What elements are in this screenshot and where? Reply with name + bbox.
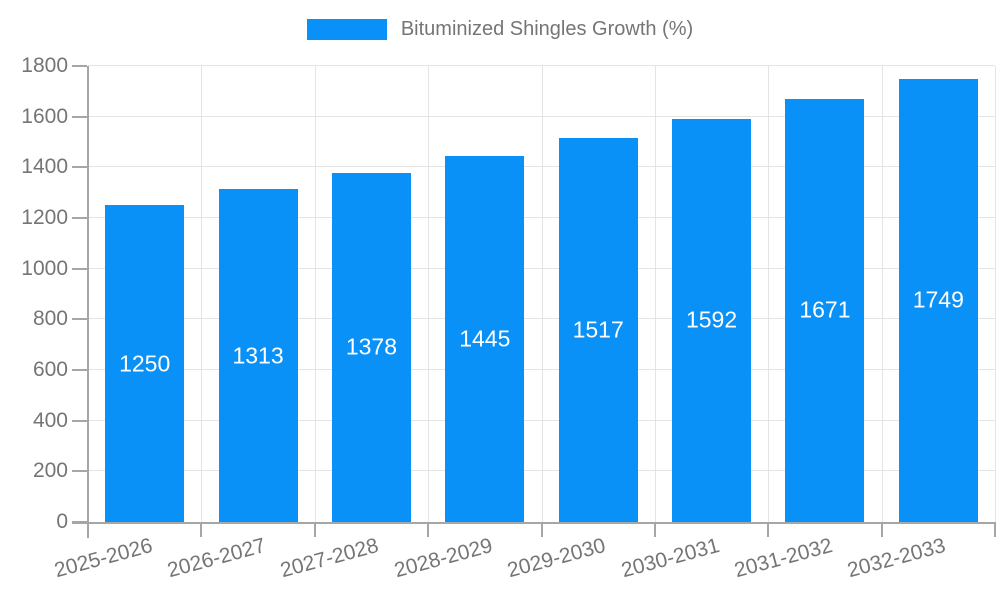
y-tick (72, 318, 87, 321)
x-gridline (654, 66, 656, 522)
y-tick-label: 1400 (21, 155, 68, 179)
bar[interactable] (445, 155, 525, 522)
plot-area: 1250 1313 1378 1445 1517 1592 1671 1749 (72, 65, 996, 538)
y-tick (72, 369, 87, 371)
x-tick (200, 522, 203, 537)
bar-value-label: 1250 (119, 350, 171, 377)
y-tick-label: 200 (32, 459, 68, 483)
bar-value-label: 1378 (345, 333, 398, 360)
y-tick (72, 217, 87, 219)
y-tick-label: 1200 (21, 206, 68, 229)
bar-value-label: 1671 (799, 296, 851, 323)
bar-value-label: 1749 (912, 286, 964, 313)
bar-value-label: 1592 (685, 306, 738, 333)
y-axis-line (87, 66, 89, 538)
y-tick-label: 1600 (21, 104, 68, 128)
bar[interactable] (898, 78, 978, 522)
x-tick (313, 522, 316, 537)
x-gridline (768, 66, 770, 522)
x-gridline (428, 66, 430, 522)
y-tick-label: 0 (56, 510, 68, 533)
y-tick (72, 267, 87, 270)
y-tick (72, 166, 87, 169)
y-tick-label: 600 (32, 358, 68, 381)
bar-value-label: 1313 (232, 342, 284, 369)
bar[interactable] (105, 205, 185, 522)
y-tick-label: 800 (32, 307, 68, 331)
legend-swatch (306, 19, 387, 40)
bar[interactable] (218, 189, 298, 522)
y-tick-label: 1800 (21, 54, 68, 77)
x-axis-line (72, 522, 995, 524)
bar-value-label: 1445 (459, 325, 511, 352)
bar[interactable] (785, 98, 865, 522)
y-tick (72, 65, 87, 67)
bar[interactable] (331, 172, 411, 522)
y-tick-label: 1000 (21, 256, 68, 280)
x-gridline (995, 66, 996, 522)
x-tick (994, 522, 996, 537)
x-gridline (881, 66, 883, 522)
x-tick (87, 522, 89, 537)
bar[interactable] (558, 137, 638, 522)
y-gridline (88, 65, 995, 66)
x-tick (767, 522, 770, 537)
x-tick (653, 522, 656, 537)
legend-label: Bituminized Shingles Growth (%) (400, 18, 694, 40)
y-tick (72, 470, 87, 473)
bar[interactable] (672, 118, 752, 522)
legend[interactable]: Bituminized Shingles Growth (%) (0, 18, 1000, 41)
x-gridline (201, 66, 203, 522)
x-tick (427, 522, 430, 537)
y-tick-label: 400 (32, 408, 68, 432)
y-tick (72, 419, 87, 422)
bar-value-label: 1517 (572, 316, 624, 343)
x-tick (540, 522, 543, 537)
y-tick (72, 521, 87, 523)
x-tick (880, 522, 883, 537)
y-tick (72, 115, 87, 118)
x-gridline (314, 66, 316, 522)
x-gridline (541, 66, 543, 522)
